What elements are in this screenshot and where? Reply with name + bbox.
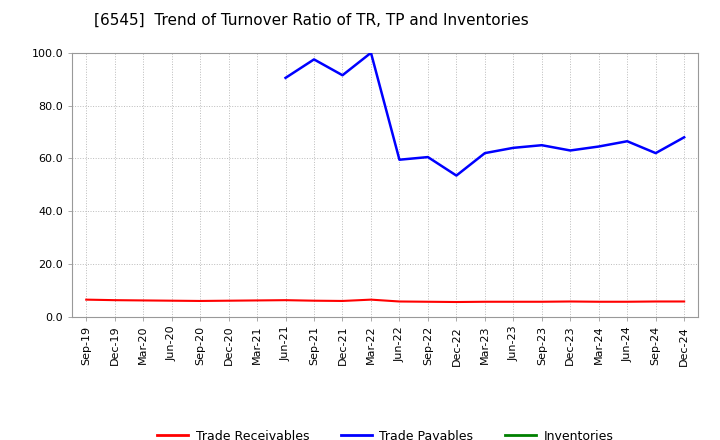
Text: [6545]  Trend of Turnover Ratio of TR, TP and Inventories: [6545] Trend of Turnover Ratio of TR, TP… <box>94 13 528 28</box>
Legend: Trade Receivables, Trade Payables, Inventories: Trade Receivables, Trade Payables, Inven… <box>152 425 618 440</box>
